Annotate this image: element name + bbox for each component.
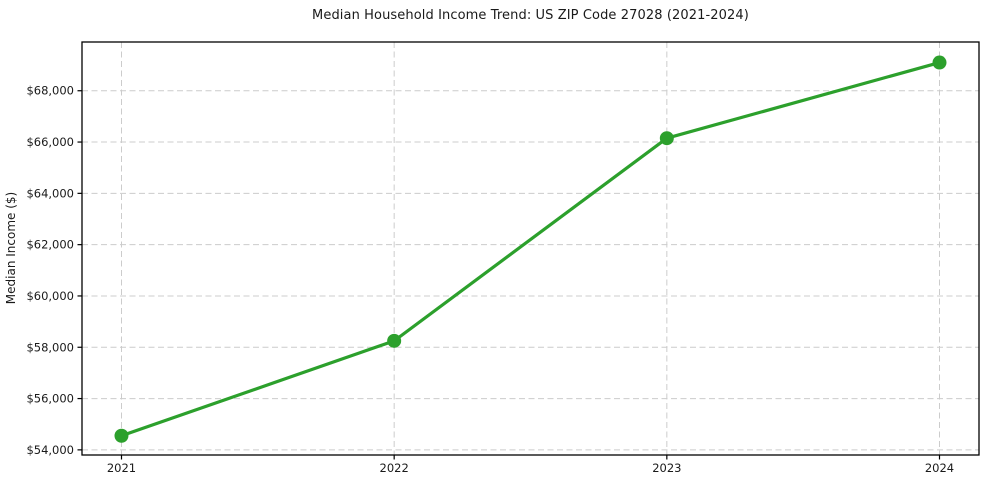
data-point	[659, 131, 674, 146]
y-tick-label: $64,000	[26, 186, 74, 200]
y-tick-label: $56,000	[26, 392, 74, 406]
axis-ticks	[77, 90, 941, 460]
y-axis-label: Median Income ($)	[4, 192, 18, 304]
y-tick-label: $68,000	[26, 84, 74, 98]
y-tick-label: $54,000	[26, 443, 74, 457]
data-point	[114, 428, 129, 443]
tick-labels: $54,000 $56,000 $58,000 $60,000 $62,000 $64,0…	[26, 84, 954, 475]
plot-border	[81, 41, 980, 456]
x-tick-label: 2021	[107, 461, 136, 475]
y-tick-label: $62,000	[26, 238, 74, 252]
x-tick-label: 2022	[380, 461, 409, 475]
y-tick-label: $58,000	[26, 340, 74, 354]
x-tick-label: 2023	[652, 461, 681, 475]
data-point	[932, 55, 947, 70]
data-point	[387, 333, 402, 348]
x-tick-label: 2024	[925, 461, 954, 475]
y-tick-label: $66,000	[26, 135, 74, 149]
data-line	[119, 60, 942, 438]
grid-lines	[82, 42, 979, 455]
y-tick-label: $60,000	[26, 289, 74, 303]
data-series	[114, 55, 947, 443]
chart-title: Median Household Income Trend: US ZIP Co…	[312, 8, 749, 23]
